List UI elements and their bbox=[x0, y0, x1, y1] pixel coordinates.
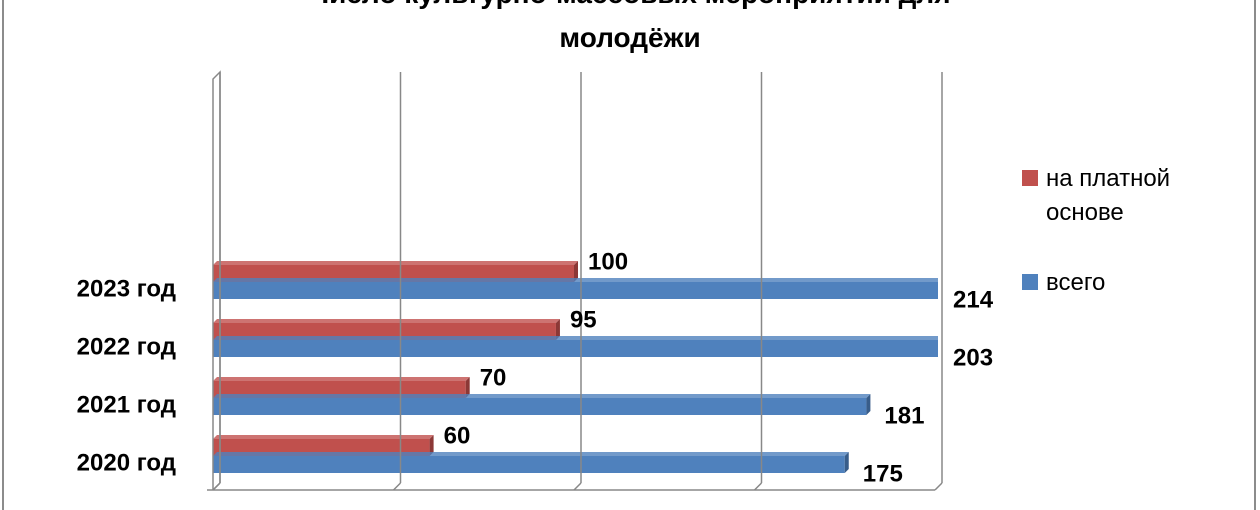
tick-mark bbox=[934, 482, 943, 491]
legend-swatch bbox=[1022, 274, 1038, 290]
bar-end bbox=[429, 435, 434, 456]
bar-top bbox=[213, 319, 560, 323]
tick-mark bbox=[212, 482, 221, 491]
data-label: 214 bbox=[953, 286, 994, 313]
bar-top bbox=[213, 394, 871, 398]
y-tick-label: 2023 год bbox=[77, 275, 176, 302]
tick-mark bbox=[392, 482, 402, 491]
data-label: 175 bbox=[863, 460, 903, 487]
bar bbox=[213, 282, 938, 299]
bar-top bbox=[213, 377, 470, 381]
chart-title: Число культурно-массовых мероприятий для… bbox=[309, 0, 950, 53]
bar bbox=[213, 456, 845, 473]
bar bbox=[213, 323, 556, 340]
plot-area bbox=[213, 261, 950, 473]
tick-mark bbox=[573, 482, 582, 491]
bar bbox=[213, 340, 938, 357]
legend-label: на платной основе bbox=[1046, 165, 1171, 226]
bar-top bbox=[213, 435, 434, 439]
bar-end bbox=[574, 261, 578, 282]
bar-end bbox=[946, 336, 950, 357]
bar bbox=[213, 398, 867, 415]
bar-end bbox=[844, 452, 849, 473]
y-tick-label: 2020 год bbox=[77, 449, 176, 476]
y-tick-label: 2022 год bbox=[77, 333, 176, 360]
data-label: 95 bbox=[570, 306, 597, 333]
legend-label: всего bbox=[1046, 269, 1106, 296]
data-label: 181 bbox=[884, 402, 924, 429]
tick-mark bbox=[753, 482, 763, 491]
y-tick-label: 2021 год bbox=[77, 391, 176, 418]
bar-top bbox=[213, 336, 938, 340]
data-label: 70 bbox=[480, 364, 507, 391]
bar-end bbox=[555, 319, 560, 340]
bar bbox=[213, 381, 466, 398]
bar-top bbox=[213, 261, 578, 265]
data-label: 60 bbox=[444, 422, 471, 449]
legend-swatch bbox=[1022, 170, 1038, 186]
bar-end bbox=[866, 394, 871, 415]
bar-end bbox=[465, 377, 470, 398]
bar bbox=[213, 439, 430, 456]
bar-top bbox=[213, 452, 849, 456]
data-label: 100 bbox=[588, 248, 628, 275]
bar bbox=[213, 265, 574, 282]
bar-top bbox=[213, 278, 938, 282]
data-label: 203 bbox=[953, 344, 993, 371]
